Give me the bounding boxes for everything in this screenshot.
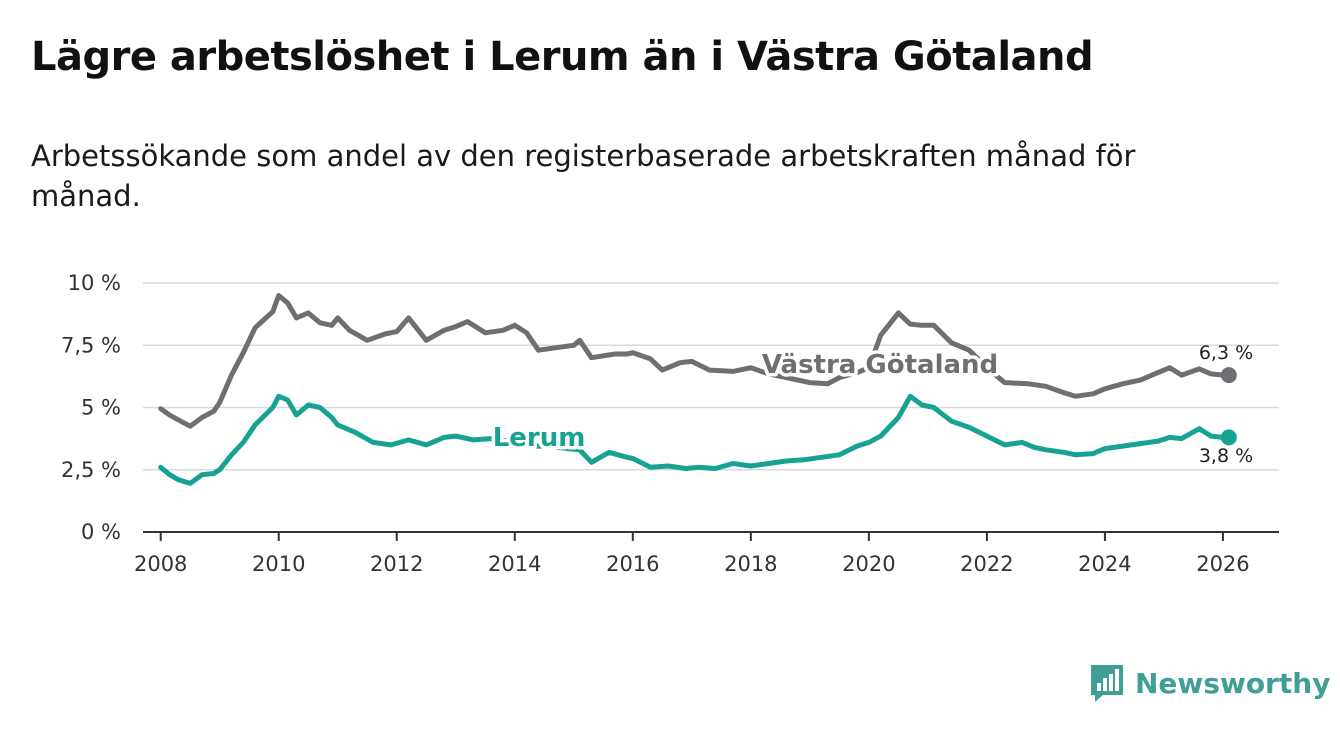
y-tick-label: 5 %	[81, 396, 121, 420]
newsworthy-logo-icon	[1091, 665, 1123, 702]
end-marker-lerum	[1220, 429, 1237, 446]
page-title: Lägre arbetslöshet i Lerum än i Västra G…	[31, 34, 1094, 80]
x-tick-label: 2016	[606, 552, 659, 576]
x-tick-label: 2020	[842, 552, 895, 576]
end-marker-vastra-gotaland	[1220, 367, 1237, 384]
series-label-vastra-gotaland: Västra Götaland	[762, 350, 998, 380]
end-markers	[1220, 367, 1237, 446]
series-label-lerum: Lerum	[493, 423, 586, 453]
chart-subtitle: Arbetssökande som andel av den registerb…	[31, 139, 1136, 213]
x-tick-label: 2008	[134, 552, 187, 576]
x-tick-label: 2010	[252, 552, 305, 576]
x-tick-label: 2012	[370, 552, 423, 576]
y-tick-label: 2,5 %	[61, 458, 121, 482]
y-axis-ticks: 0 % 2,5 % 5 % 7,5 % 10 %	[61, 271, 121, 544]
end-label-vastra-gotaland: 6,3 %	[1199, 342, 1253, 364]
x-tick-label: 2022	[960, 552, 1013, 576]
x-tick-label: 2018	[724, 552, 777, 576]
x-axis-ticks: 2008 2010 2012 2014 2016 2018 2020 2022 2024 2026	[134, 532, 1250, 576]
series-lines	[158, 293, 1232, 486]
x-tick-label: 2026	[1196, 552, 1249, 576]
y-tick-label: 10 %	[68, 271, 121, 295]
x-tick-label: 2024	[1078, 552, 1131, 576]
end-label-lerum: 3,8 %	[1199, 445, 1253, 467]
x-tick-label: 2014	[488, 552, 541, 576]
grid-lines	[143, 282, 1279, 471]
y-tick-label: 7,5 %	[61, 333, 121, 357]
series-line-lerum	[158, 393, 1232, 486]
brand-logo: Newsworthy	[1089, 661, 1330, 705]
y-tick-label: 0 %	[81, 520, 121, 544]
brand-name: Newsworthy	[1135, 666, 1331, 700]
series-line-vastra-gotaland	[158, 293, 1232, 429]
